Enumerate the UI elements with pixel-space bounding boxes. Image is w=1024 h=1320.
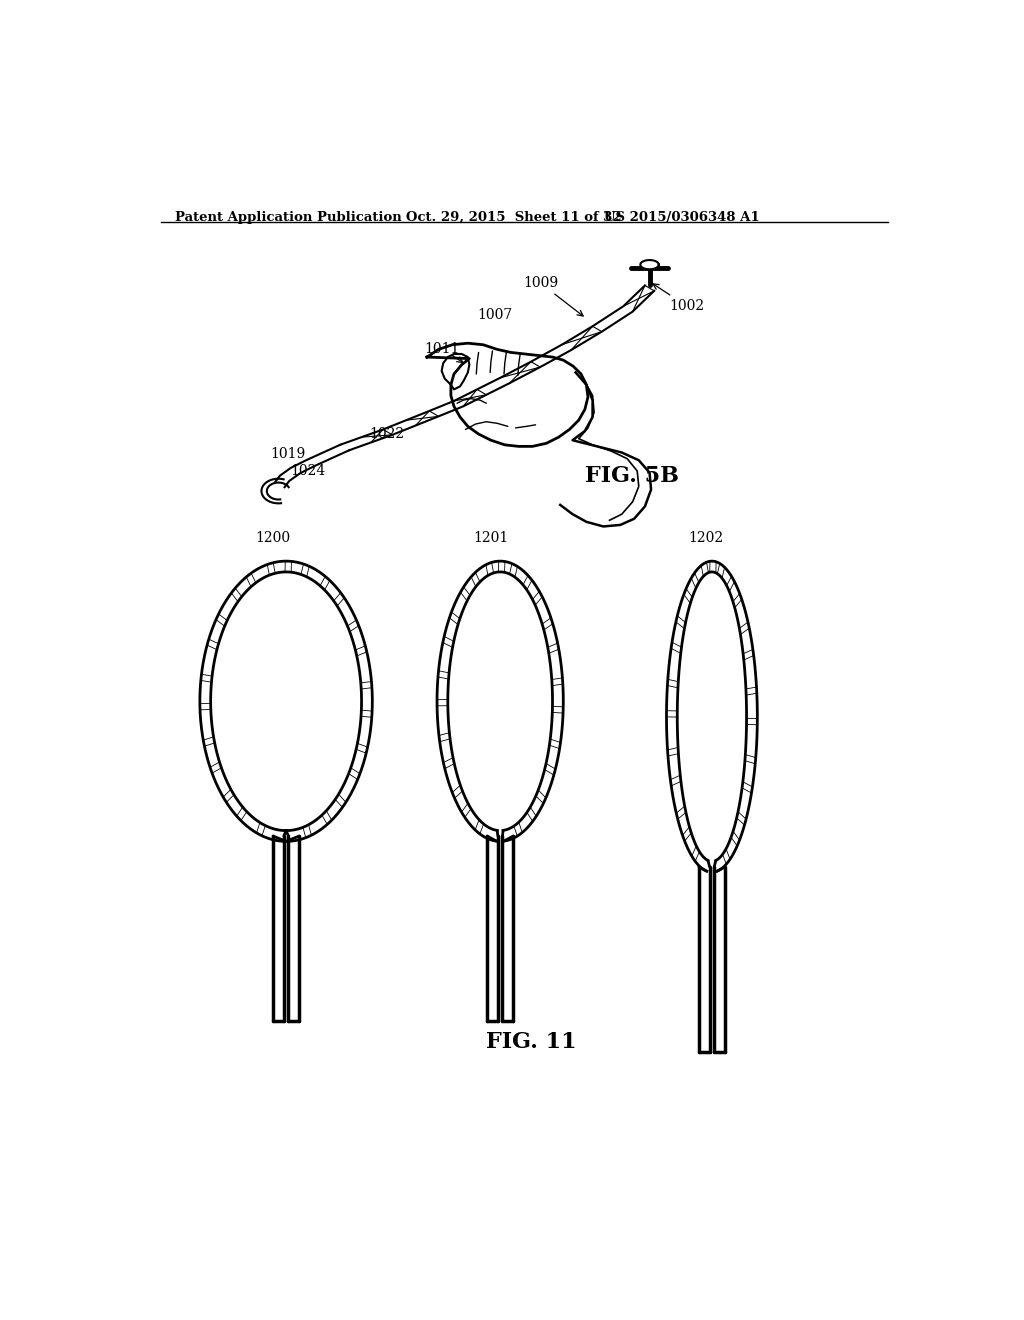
Text: 1019: 1019 xyxy=(270,447,306,461)
Text: Oct. 29, 2015  Sheet 11 of 32: Oct. 29, 2015 Sheet 11 of 32 xyxy=(407,211,622,224)
Text: 1201: 1201 xyxy=(473,531,509,545)
Text: 1002: 1002 xyxy=(653,284,705,313)
Text: FIG. 11: FIG. 11 xyxy=(486,1031,577,1053)
Text: Patent Application Publication: Patent Application Publication xyxy=(175,211,402,224)
Text: 1022: 1022 xyxy=(370,428,404,441)
Text: 1011: 1011 xyxy=(425,342,460,355)
Text: 1200: 1200 xyxy=(255,531,291,545)
Text: 1024: 1024 xyxy=(291,465,326,478)
Text: FIG. 5B: FIG. 5B xyxy=(585,465,679,487)
Text: 1202: 1202 xyxy=(688,531,723,545)
Text: US 2015/0306348 A1: US 2015/0306348 A1 xyxy=(604,211,760,224)
Text: 1007: 1007 xyxy=(477,309,512,322)
Polygon shape xyxy=(640,260,658,269)
Text: 1009: 1009 xyxy=(523,276,558,290)
